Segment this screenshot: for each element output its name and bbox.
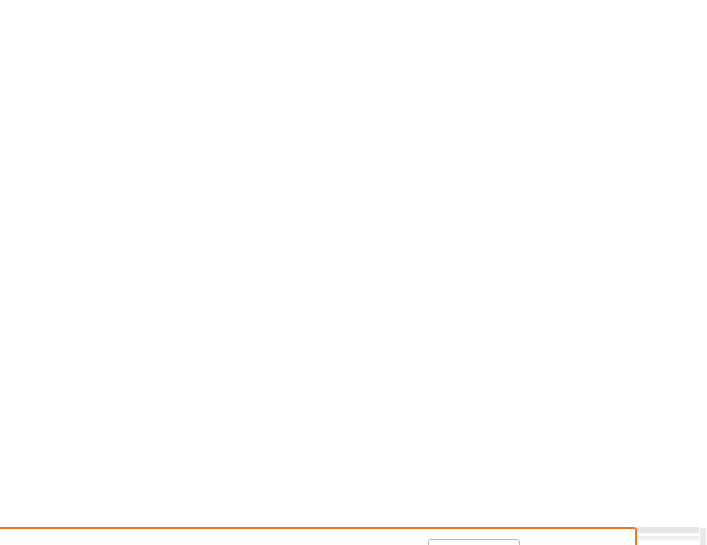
panel-edge-shadow-bottom: [637, 536, 699, 540]
vertical-scrollbar[interactable]: [699, 0, 707, 545]
panel-edge-shadow-top: [637, 527, 699, 533]
bottom-highlight-panel[interactable]: [0, 527, 637, 545]
bottom-panel-field[interactable]: [428, 539, 520, 545]
